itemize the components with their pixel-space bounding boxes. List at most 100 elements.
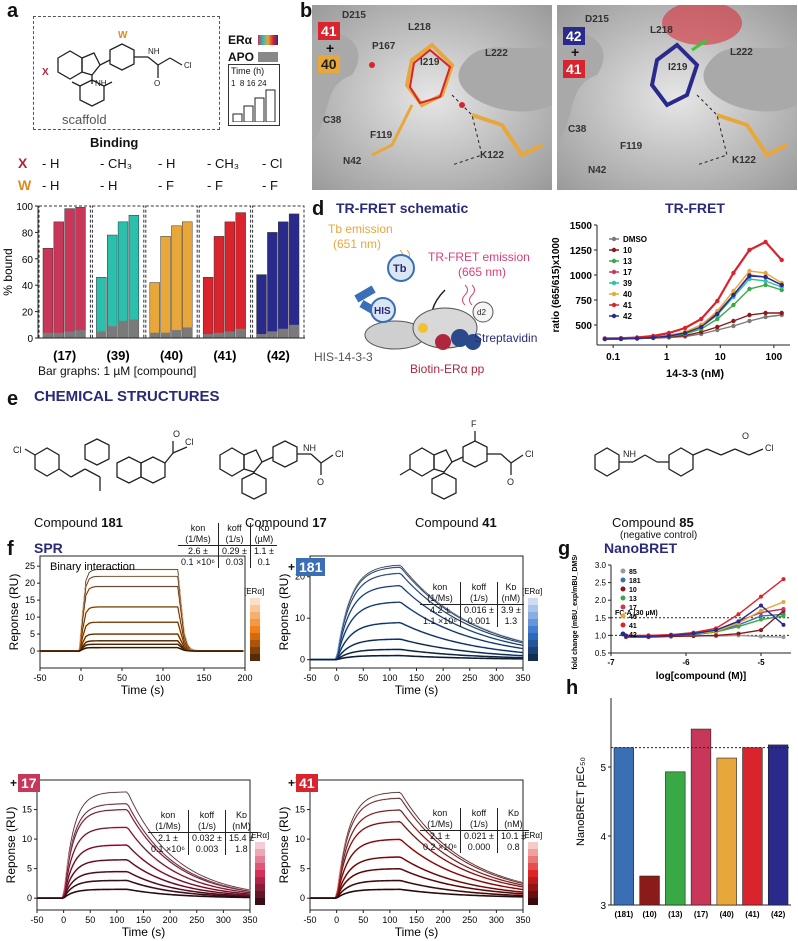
g-title: NanoBRET <box>604 540 678 556</box>
data-point <box>714 628 718 633</box>
conc-scale-step <box>528 647 538 654</box>
x-tick-label: 100 <box>382 673 397 683</box>
kinetics-cell: 4.2 ± <box>430 605 450 615</box>
data-point <box>736 612 741 617</box>
x-tick-label: 100 <box>155 673 170 683</box>
data-point <box>781 635 786 640</box>
fit-line <box>310 821 524 899</box>
data-point <box>666 333 672 339</box>
x-tick-label: 250 <box>189 915 204 925</box>
y-tick-label: 1500 <box>570 221 593 232</box>
y-tick-label: 10 <box>295 834 305 844</box>
y-tick-label: 15 <box>295 805 305 815</box>
bar-apo <box>256 334 267 338</box>
legend-marker <box>620 586 626 592</box>
time-legend-label: Time (h) <box>231 66 265 76</box>
kinetics-cell: kon <box>432 808 448 818</box>
kinetics-cell: (nM) <box>496 593 524 605</box>
x-tick-label: 350 <box>515 673 530 683</box>
time-legend-box <box>228 64 280 126</box>
fit-line <box>310 809 524 899</box>
conc-scale-step <box>255 884 265 891</box>
legend-era-label: ERα <box>228 33 253 47</box>
d-streptavidin: Streptavidin <box>474 331 538 345</box>
c-plus: + <box>571 44 580 60</box>
y-tick-label: 3.0 <box>595 561 607 570</box>
legend-marker <box>620 604 626 610</box>
kinetics-cell: Kᴅ <box>496 808 529 819</box>
fit-line <box>40 576 244 652</box>
kinetics-cell: 0.021 ± <box>459 830 498 842</box>
bar <box>690 728 712 906</box>
residue-label: L218 <box>408 22 431 33</box>
kinetics-cell: kon <box>432 582 448 592</box>
svg-text:O: O <box>317 477 324 487</box>
x-tick-label: 150 <box>409 915 424 925</box>
bar-era <box>64 208 75 339</box>
conc-scale-step <box>528 633 538 640</box>
data-point <box>731 302 736 308</box>
bar-apo <box>107 326 118 338</box>
panel-label-g: g <box>558 538 571 560</box>
y-tick-label: 750 <box>575 296 592 307</box>
kinetics-cell: kon <box>190 523 206 533</box>
scaffold-box <box>33 16 220 130</box>
data-point <box>781 622 786 627</box>
y-tick-label: 5 <box>30 629 35 639</box>
svg-text:NH: NH <box>148 47 160 56</box>
data-point <box>736 619 741 624</box>
compound-number: 17 <box>312 515 327 530</box>
residue-label: F119 <box>370 130 393 141</box>
data-point <box>747 273 752 279</box>
bar-era <box>267 232 278 339</box>
kinetics-cell: 0.1 <box>249 557 277 568</box>
time-legend-values: 1 8 16 24 <box>231 79 267 88</box>
legend-label: 10 <box>623 246 632 255</box>
data-point <box>763 239 768 245</box>
d-tb-nm: (651 nm) <box>333 237 382 251</box>
data-point <box>602 336 608 342</box>
y-tick-label: 10 <box>25 612 35 622</box>
fit-line <box>40 647 244 652</box>
data-point <box>763 270 768 276</box>
y-axis-label: Reponse (RU) <box>7 574 21 651</box>
legend-apo-swatch <box>258 52 278 62</box>
fit-line <box>310 601 524 661</box>
x-tick-label: (10) <box>642 910 657 919</box>
conc-scale-step <box>250 640 260 647</box>
chart-f4-41: -5005010015020025030035005101520Time (s)… <box>278 775 542 939</box>
chart-f2-181: -50 0 50 100 150 200 250 300 350 0 10 20 Time (s) Rep… <box>278 555 542 697</box>
conc-scale-step <box>255 891 265 898</box>
bar-apo <box>149 332 160 338</box>
y-tick-label: 60 <box>22 255 34 266</box>
kinetics-table: kon koff Kᴅ (1/Ms) (1/s) (µM) 2.6 ± 0.29 ±1.1 ±… <box>178 523 277 568</box>
panel-label-b: b <box>300 0 313 22</box>
data-point <box>759 628 763 633</box>
legend-label: 40 <box>629 614 637 621</box>
conc-scale-step <box>255 863 265 870</box>
x-tick-label: -7 <box>607 658 615 667</box>
residue-label: K122 <box>732 155 756 166</box>
kinetics-cell: 0.29 ± <box>217 545 251 557</box>
y-tick-label: 20 <box>25 578 35 588</box>
legend-marker <box>620 631 626 637</box>
time-legend-bars <box>232 89 276 122</box>
legend-label: 13 <box>629 596 637 603</box>
data-point <box>715 311 720 317</box>
legend-marker <box>620 613 626 619</box>
x-tick-label: 50 <box>85 915 95 925</box>
fit-line <box>40 633 244 652</box>
group-box <box>38 205 91 339</box>
svg-text:Cl: Cl <box>335 449 344 459</box>
c-badge-42: 42 <box>563 27 585 45</box>
y-axis-label: fold change (mBU_exp/mBU_DMSO) <box>572 555 579 670</box>
group-box <box>91 205 145 339</box>
x-tick-label: 150 <box>136 915 151 925</box>
data-point <box>682 330 688 336</box>
kinetics-cell: 0.2 ×10⁶ <box>423 842 457 852</box>
svg-text:O: O <box>742 431 749 441</box>
compound-caption: Compound 85 <box>612 515 694 530</box>
bar-apo <box>96 331 107 338</box>
data-point <box>731 270 736 276</box>
scaffold-x: X <box>42 67 49 78</box>
